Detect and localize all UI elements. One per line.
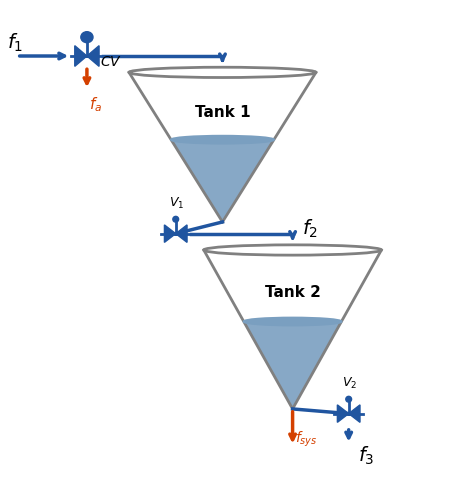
Text: $V_2$: $V_2$ [342, 376, 357, 391]
Polygon shape [349, 405, 360, 422]
Text: $f_a$: $f_a$ [89, 95, 103, 114]
Polygon shape [87, 46, 99, 66]
Ellipse shape [81, 32, 93, 42]
Ellipse shape [171, 136, 274, 143]
Text: $V_1$: $V_1$ [169, 196, 184, 211]
Ellipse shape [204, 245, 381, 255]
Text: Tank 2: Tank 2 [265, 286, 321, 300]
Text: $CV$: $CV$ [100, 55, 123, 69]
Polygon shape [337, 405, 349, 422]
Polygon shape [171, 140, 274, 222]
Text: $f_2$: $f_2$ [302, 218, 318, 240]
Ellipse shape [129, 67, 316, 78]
Polygon shape [75, 46, 87, 66]
Polygon shape [244, 322, 342, 409]
Text: Tank 1: Tank 1 [195, 106, 250, 120]
Text: $f_{sys}$: $f_{sys}$ [295, 430, 317, 450]
Text: $f_1$: $f_1$ [8, 32, 24, 54]
Ellipse shape [244, 318, 342, 326]
Circle shape [346, 396, 351, 402]
Polygon shape [176, 225, 187, 242]
Text: $f_3$: $f_3$ [358, 444, 375, 467]
Polygon shape [165, 225, 176, 242]
Circle shape [173, 216, 179, 222]
